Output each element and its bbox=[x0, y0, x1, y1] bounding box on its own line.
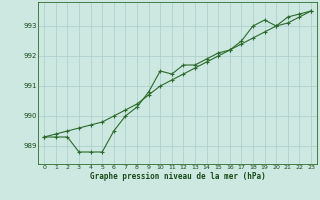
X-axis label: Graphe pression niveau de la mer (hPa): Graphe pression niveau de la mer (hPa) bbox=[90, 172, 266, 181]
